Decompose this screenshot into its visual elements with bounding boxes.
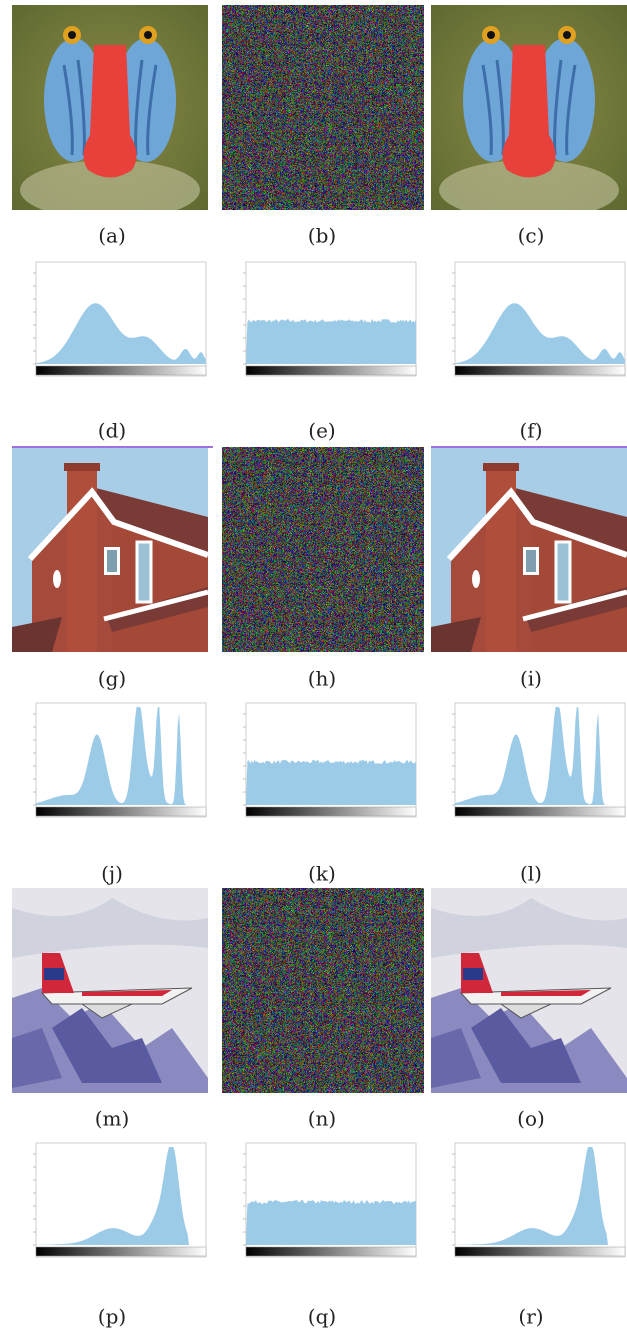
panel-label: (g)	[98, 667, 126, 691]
image	[12, 888, 208, 1093]
histogram	[452, 262, 625, 376]
page: (a) (b) (c) (d) (e) (f) (g) (h) (i) (j) (k) (l) (m) (…	[0, 0, 627, 1333]
noise-image	[222, 447, 424, 652]
panel-label: (k)	[308, 862, 336, 886]
gray-bar	[36, 366, 206, 375]
panel-label: (d)	[98, 419, 126, 443]
histogram	[452, 703, 625, 817]
noise-image	[222, 5, 424, 210]
panel-label: (c)	[518, 224, 545, 248]
histogram-area	[246, 1200, 416, 1245]
histogram	[452, 1143, 625, 1257]
gray-bar	[246, 1247, 416, 1256]
image	[12, 447, 208, 652]
panel-label: (e)	[308, 419, 335, 443]
panel-label: (q)	[308, 1305, 336, 1329]
gray-bar	[455, 1247, 625, 1256]
histogram-area	[246, 760, 416, 805]
image	[431, 447, 627, 652]
image	[431, 5, 627, 220]
panel-label: (o)	[517, 1107, 545, 1131]
histogram	[243, 262, 416, 376]
panel-label: (f)	[519, 419, 542, 443]
panel-label: (n)	[308, 1107, 337, 1131]
figure: (a) (b) (c) (d) (e) (f) (g) (h) (i) (j) (k) (l) (m) (…	[0, 0, 627, 1333]
panel-label: (h)	[308, 667, 337, 691]
gray-bar	[455, 366, 625, 375]
image	[12, 5, 208, 220]
histogram	[33, 1143, 206, 1257]
histogram	[243, 703, 416, 817]
gray-bar	[36, 1247, 206, 1256]
panel-label: (m)	[95, 1107, 130, 1131]
gray-bar	[36, 807, 206, 816]
gray-bar	[246, 366, 416, 375]
histogram	[33, 262, 206, 376]
histogram-area	[246, 319, 416, 364]
panel-label: (p)	[98, 1305, 126, 1329]
noise-image	[222, 888, 424, 1093]
panel-label: (l)	[520, 862, 542, 886]
image	[431, 888, 627, 1093]
gray-bar	[246, 807, 416, 816]
panels: (a) (b) (c) (d) (e) (f) (g) (h) (i) (j) (k) (l) (m) (…	[12, 5, 627, 1329]
panel-label: (a)	[98, 224, 126, 248]
panel-label: (r)	[518, 1305, 543, 1329]
panel-label: (j)	[101, 862, 123, 886]
panel-label: (i)	[520, 667, 542, 691]
gray-bar	[455, 807, 625, 816]
histogram	[33, 703, 206, 817]
histogram	[243, 1143, 416, 1257]
panel-label: (b)	[308, 224, 336, 248]
